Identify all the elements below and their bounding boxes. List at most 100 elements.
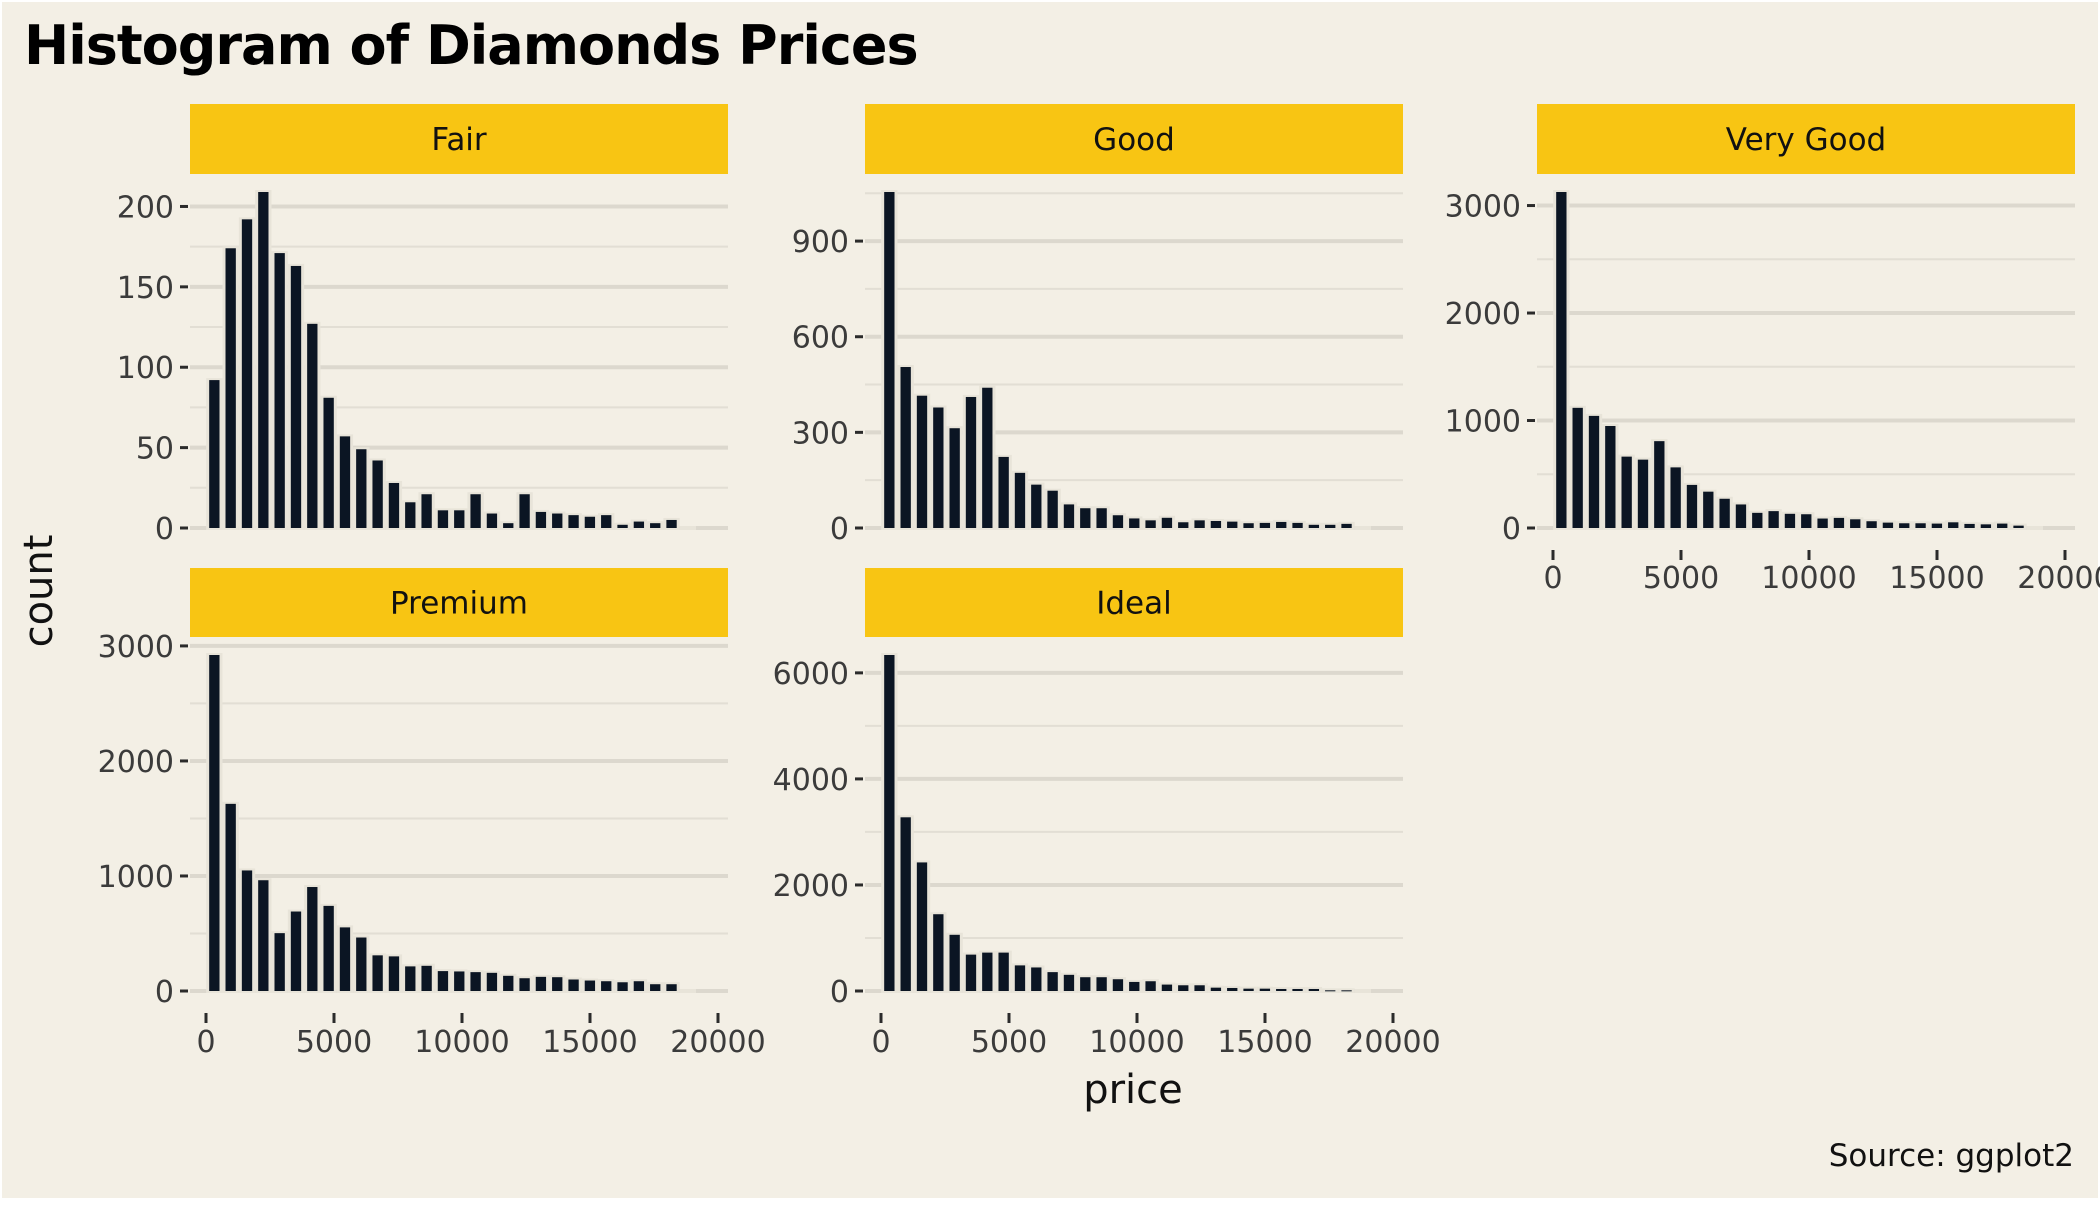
histogram-bar — [982, 952, 993, 991]
histogram-bar — [1112, 979, 1124, 991]
histogram-bar — [388, 482, 400, 528]
histogram-bar — [568, 979, 579, 991]
facet-strip-label: Good — [1093, 122, 1175, 158]
histogram-bar — [1556, 192, 1567, 528]
facet-panel-fair: Fair 0 50 100 150 200 — [117, 104, 728, 547]
x-tick-label: 10000 — [1089, 1025, 1184, 1060]
histogram-bar — [1735, 504, 1747, 528]
histogram-bar — [949, 934, 960, 991]
chart-title: Histogram of Diamonds Prices — [24, 14, 918, 77]
histogram-bar — [1145, 520, 1156, 528]
histogram-bar — [1621, 456, 1632, 528]
histogram-bar — [470, 972, 481, 991]
histogram-bar — [949, 428, 960, 528]
bar-outline — [2026, 526, 2044, 530]
histogram-bar — [1243, 988, 1254, 991]
histogram-bar — [1341, 990, 1352, 992]
y-tick-label: 2000 — [773, 869, 849, 904]
histogram-bar — [503, 975, 514, 991]
histogram-bar — [225, 248, 236, 528]
x-tick-label: 15000 — [1889, 561, 1984, 596]
histogram-bar — [1980, 524, 1992, 528]
facet-strip — [190, 104, 728, 174]
histogram-bar — [1210, 520, 1222, 528]
histogram-bar — [601, 515, 612, 528]
histogram-bar — [1637, 459, 1649, 528]
histogram-bar — [437, 510, 449, 528]
facet-panels: Fair 0 50 100 150 200 Good 0 300 600 900 Very Good 0… — [98, 104, 2100, 1060]
histogram-bar — [486, 972, 498, 991]
y-tick-label: 0 — [1502, 512, 1521, 547]
facet-panel-ideal: Ideal 0 2000 4000 6000 0 5000 10000 15000 20000 — [773, 568, 1441, 1060]
histogram-bar — [1915, 523, 1926, 528]
histogram-bar — [1899, 523, 1910, 528]
histogram-bar — [884, 655, 895, 991]
histogram-bar — [405, 966, 416, 991]
histogram-bar — [1129, 518, 1140, 528]
histogram-bar — [421, 965, 432, 991]
histogram-bar — [241, 870, 253, 991]
histogram-bar — [1931, 523, 1943, 528]
facet-strip — [1537, 104, 2075, 174]
x-tick-label: 15000 — [1217, 1025, 1312, 1060]
x-tick-label: 15000 — [542, 1025, 637, 1060]
histogram-bar — [454, 510, 465, 528]
histogram-bar — [1801, 514, 1812, 528]
x-tick-label: 5000 — [1643, 561, 1719, 596]
histogram-bar — [633, 521, 645, 528]
histogram-bar — [617, 982, 628, 991]
y-tick-label: 0 — [155, 975, 174, 1010]
histogram-bar — [998, 952, 1009, 991]
x-tick-label: 0 — [196, 1025, 215, 1060]
y-axis-title: count — [16, 535, 62, 648]
histogram-bar — [519, 494, 530, 528]
histogram-bar — [1964, 523, 1975, 528]
facet-strip — [865, 104, 1403, 174]
histogram-bar — [1161, 984, 1173, 991]
histogram-bar — [470, 494, 481, 528]
histogram-bar — [274, 253, 285, 528]
histogram-bar — [1259, 988, 1271, 991]
x-axis-title: price — [1083, 1067, 1183, 1113]
histogram-bar — [1047, 490, 1058, 528]
histogram-bar — [437, 971, 449, 991]
x-tick-label: 5000 — [971, 1025, 1047, 1060]
histogram-bar — [1292, 988, 1303, 991]
bar-outline — [679, 526, 697, 530]
histogram-bar — [405, 502, 416, 528]
histogram-bar — [339, 436, 351, 528]
histogram-bar — [1325, 524, 1336, 528]
facet-strip — [865, 568, 1403, 637]
facet-strip-label: Fair — [431, 122, 487, 158]
facet-panel-very-good: Very Good 0 1000 2000 3000 0 5000 10000 15000 200… — [1445, 104, 2100, 596]
histogram-bar — [1784, 513, 1796, 528]
histogram-bar — [601, 981, 612, 991]
chart-caption: Source: ggplot2 — [1829, 1138, 2074, 1174]
histogram-bar — [633, 981, 645, 991]
histogram-bar — [1129, 981, 1140, 991]
facet-strip — [190, 568, 728, 637]
histogram-bar — [1703, 491, 1714, 528]
histogram-bar — [1654, 441, 1665, 528]
histogram-bar — [1014, 965, 1026, 991]
facet-strip-label: Very Good — [1726, 122, 1886, 158]
histogram-bar — [650, 984, 661, 991]
histogram-bar — [1178, 522, 1189, 528]
histogram-bar — [1948, 522, 1959, 528]
histogram-bar — [666, 519, 677, 528]
histogram-bar — [274, 933, 285, 991]
histogram-bar — [421, 494, 432, 528]
y-tick-label: 4000 — [773, 763, 849, 798]
histogram-bar — [1096, 508, 1107, 528]
histogram-bar — [1063, 504, 1075, 528]
histogram-bar — [388, 956, 400, 991]
y-tick-label: 300 — [792, 416, 849, 451]
x-tick-label: 20000 — [1345, 1025, 1440, 1060]
histogram-bar — [1997, 523, 2008, 528]
histogram-bar — [1605, 425, 1616, 528]
x-tick-label: 10000 — [414, 1025, 509, 1060]
y-tick-label: 200 — [117, 190, 174, 225]
histogram-bar — [290, 265, 302, 528]
histogram-bar — [1670, 467, 1681, 528]
